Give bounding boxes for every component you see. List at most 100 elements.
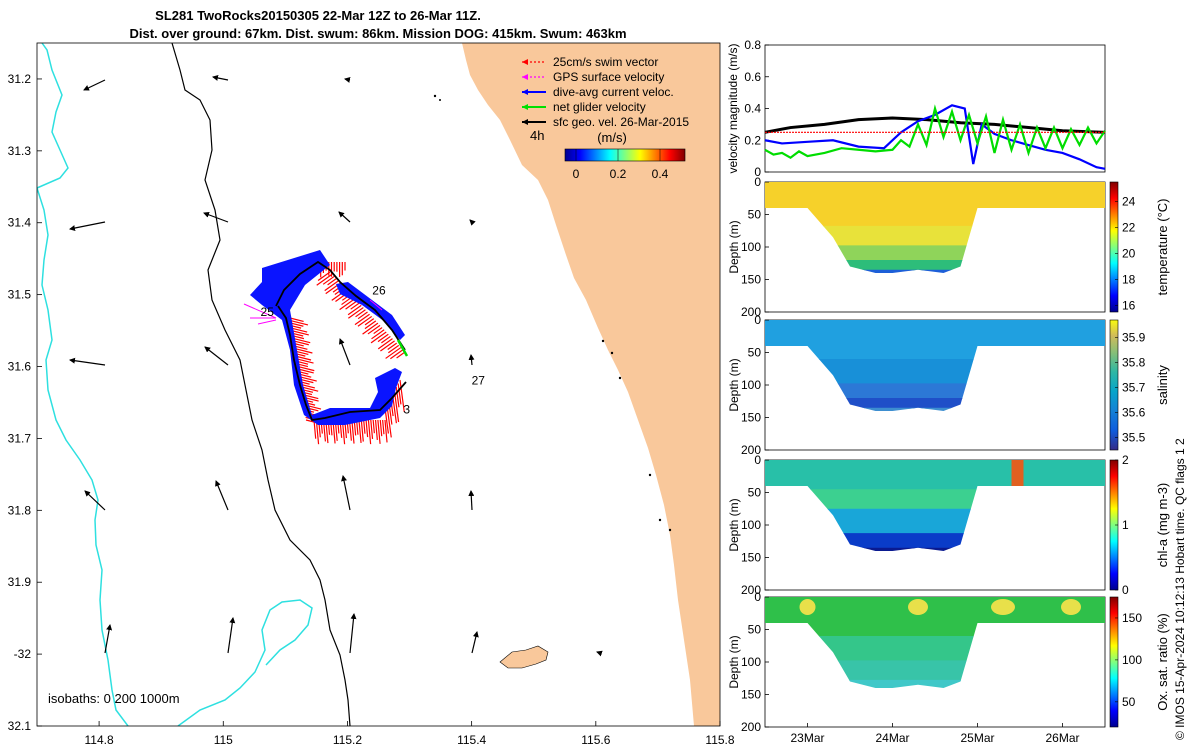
lon-tick-label: 115.8 — [705, 733, 734, 747]
depth-tick-label: 0 — [754, 590, 761, 604]
swim-vector — [377, 419, 381, 444]
swim-vector — [295, 350, 309, 356]
time-tick-label: 26Mar — [1045, 731, 1079, 745]
glider-track — [275, 260, 407, 421]
legend-label: sfc geo. vel. 26-Mar-2015 — [553, 115, 689, 129]
legend-arrowhead — [522, 74, 528, 80]
swim-vector — [373, 327, 383, 335]
map-frame — [36, 42, 721, 727]
oxygen-hotspot — [1061, 599, 1081, 615]
gps-velocity-arrows — [243, 299, 383, 325]
heatmap-field — [765, 320, 1105, 411]
depth-tick-label: 200 — [741, 443, 761, 457]
swim-vector — [372, 419, 375, 434]
velocity-panel: 0 0.2 0.4 0.6 0.8 velocity magnitude (m/s) — [726, 38, 1106, 179]
swim-vector — [294, 348, 313, 354]
swim-vector — [290, 322, 304, 327]
swim-vector — [377, 338, 393, 350]
velocity-ylabel: velocity magnitude (m/s) — [726, 43, 740, 173]
heatmap-panel: 0 50 100 150 200 Depth (m) 16 18 20 22 24 temperatu… — [727, 175, 1170, 319]
swim-vector — [377, 333, 389, 343]
swim-vector — [296, 358, 314, 364]
oxygen-hotspot — [908, 599, 928, 615]
legend-arrowhead — [522, 59, 528, 65]
land-mass — [462, 43, 720, 726]
swim-vector — [382, 419, 385, 435]
depth-tick-label: 200 — [741, 583, 761, 597]
depth-tick-label: 0 — [754, 453, 761, 467]
heatmap-panel: 0 50 100 150 200 Depth (m) 50 100 150 Ox. sat. ra… — [727, 590, 1170, 734]
lat-tick-label: 31.9 — [8, 575, 32, 589]
depth-tick-label: 100 — [741, 240, 761, 254]
swim-vector — [350, 302, 360, 310]
legend-arrowhead — [522, 89, 528, 95]
cbar-tick-label: 16 — [1122, 299, 1136, 313]
swim-vector — [387, 342, 398, 351]
swim-vector — [295, 355, 312, 361]
lat-tick-label: 31.6 — [8, 360, 32, 374]
swim-vector — [390, 349, 404, 360]
swim-vector — [357, 315, 373, 327]
depth-ylabel: Depth (m) — [727, 635, 741, 688]
depth-tick-label: 50 — [748, 623, 762, 637]
cbar-tick-label: 50 — [1122, 695, 1136, 709]
cbar-tick-label: 2 — [1122, 453, 1129, 467]
time-axis: 23Mar 24Mar 25Mar 26Mar — [790, 723, 1080, 745]
cbar-tick-label: 35.7 — [1122, 381, 1146, 395]
series-geostrophic — [764, 116, 1106, 134]
depth-tick-label: 100 — [741, 378, 761, 392]
swim-vector — [354, 313, 370, 326]
heatmap-colorbar — [1109, 596, 1119, 728]
depth-ylabel: Depth (m) — [727, 220, 741, 273]
heatmap-band — [765, 460, 1105, 491]
depth-tick-label: 50 — [748, 346, 762, 360]
swim-vector — [364, 318, 375, 326]
swim-vector — [291, 327, 308, 333]
swim-vector — [397, 383, 402, 405]
swim-vector — [384, 419, 388, 443]
lon-tick-label: 114.8 — [85, 733, 114, 747]
depth-tick-label: 150 — [741, 273, 761, 287]
heatmap-band — [765, 269, 1105, 273]
swim-vector — [358, 419, 362, 444]
swim-vector — [289, 317, 304, 322]
velocity-ytick-label: 0.6 — [744, 70, 761, 84]
swim-vector — [297, 368, 314, 374]
cbar-tick-label: 35.6 — [1122, 406, 1146, 420]
colorbar-label: temperature (°C) — [1155, 199, 1170, 296]
swim-vector — [293, 340, 309, 346]
swim-vector — [339, 298, 356, 311]
day-label: 26 — [372, 284, 386, 298]
series-dive-avg-current — [764, 104, 1106, 170]
heatmap-band — [765, 398, 1105, 409]
speed-cbar-tick-label: 0.4 — [652, 167, 669, 181]
title-line-2: Dist. over ground: 67km. Dist. swum: 86k… — [129, 26, 626, 41]
cbar-tick-label: 24 — [1122, 195, 1136, 209]
island — [499, 645, 549, 669]
depth-tick-label: 50 — [748, 486, 762, 500]
legend-arrowhead — [522, 104, 528, 110]
cbar-tick-label: 18 — [1122, 273, 1136, 287]
map-lat-axis: 31.2 31.3 31.4 31.5 31.6 31.7 31.8 31.9 -32 32.1 — [8, 72, 42, 733]
series-net-glider-velocity — [764, 104, 1106, 160]
cbar-tick-label: 35.8 — [1122, 356, 1146, 370]
map-lon-axis: 114.8 115 115.2 115.4 115.6 115.8 — [85, 721, 735, 747]
cbar-tick-label: 100 — [1122, 653, 1142, 667]
speed-colorbar-title: (m/s) — [597, 130, 627, 145]
swim-vector — [324, 280, 339, 292]
swim-vector — [355, 309, 366, 318]
swim-vector — [379, 419, 383, 437]
speed-cbar-tick-label: 0 — [573, 167, 580, 181]
speed-colorbar — [564, 148, 686, 162]
current-vector-band — [250, 250, 402, 425]
time-tick-label: 23Mar — [790, 731, 824, 745]
lat-tick-label: 31.2 — [8, 72, 32, 86]
geostrophic-arrows — [69, 75, 603, 657]
heatmap-band — [765, 679, 1105, 688]
swim-vector — [313, 419, 317, 439]
current-vector-band-ne — [336, 282, 405, 340]
swim-vector — [317, 271, 331, 281]
colorbar-label: chl-a (mg m-3) — [1155, 483, 1170, 568]
